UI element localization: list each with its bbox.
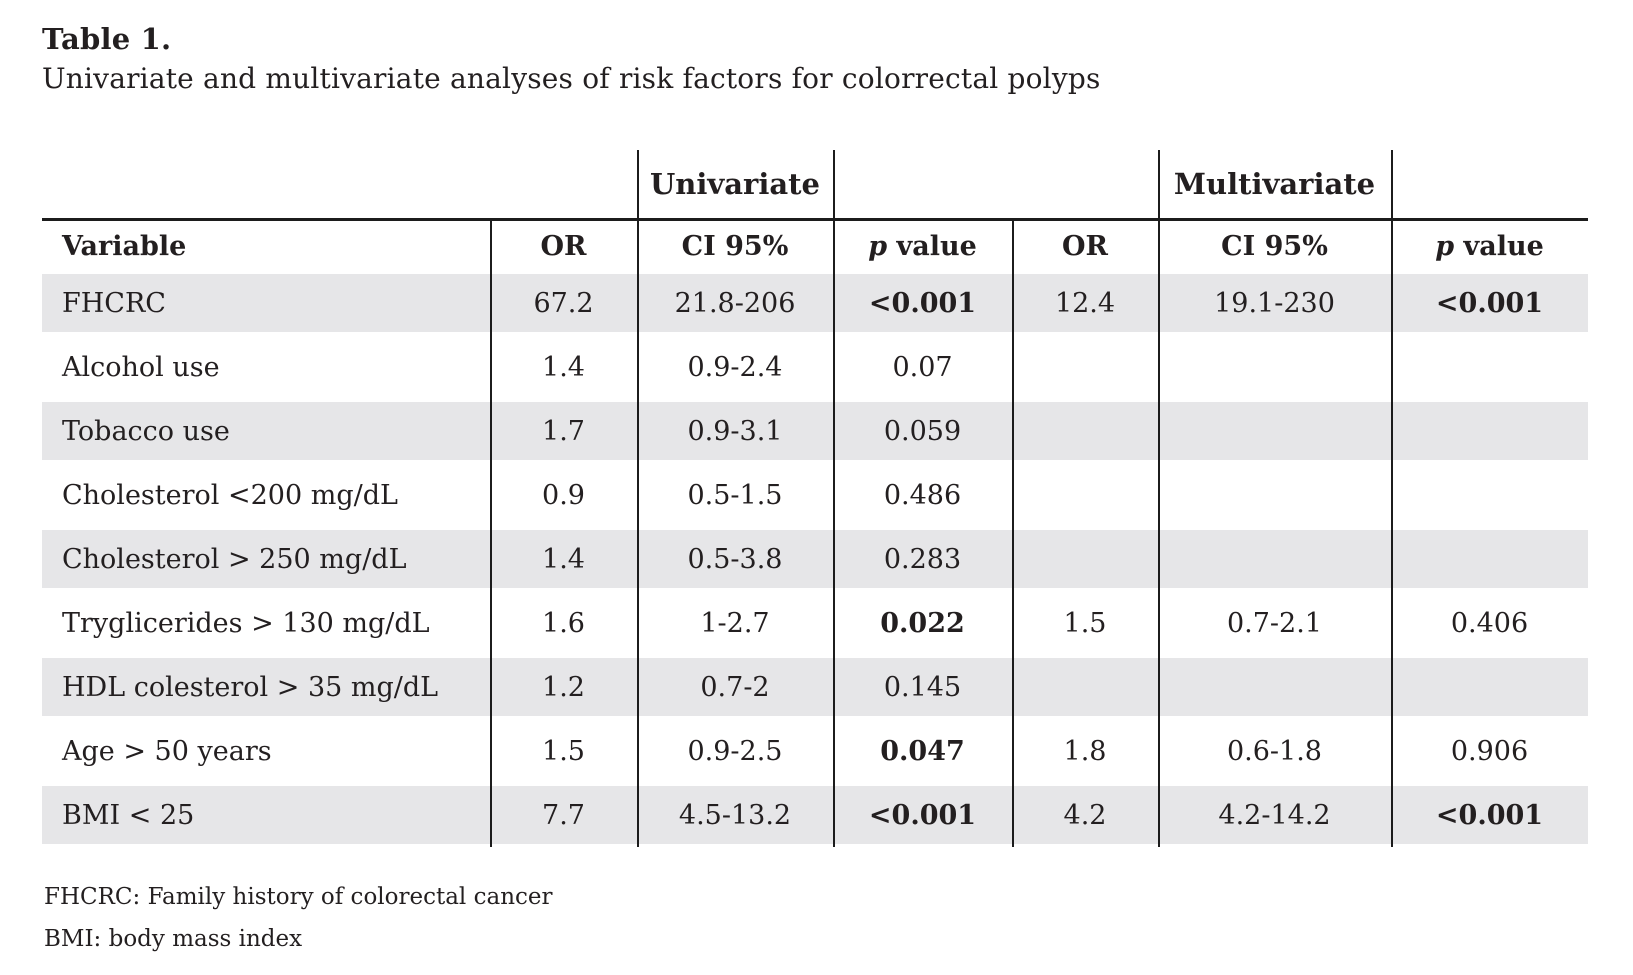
cell-variable: Age > 50 years xyxy=(62,735,272,767)
footnote: FHCRC: Family history of colorectal canc… xyxy=(44,884,553,910)
cell-variable: HDL colesterol > 35 mg/dL xyxy=(62,671,439,703)
cell-ci-uni: 0.9-2.5 xyxy=(687,735,783,767)
cell-ci-uni: 0.9-3.1 xyxy=(687,415,783,447)
cell-variable: Cholesterol > 250 mg/dL xyxy=(62,543,407,575)
cell-or-uni: 67.2 xyxy=(533,287,594,319)
table-row: Cholesterol > 250 mg/dL 1.4 0.5-3.8 0.28… xyxy=(42,527,1588,591)
cell-variable: BMI < 25 xyxy=(62,799,195,831)
cell-ci-uni: 1-2.7 xyxy=(700,607,770,639)
cell-or-uni: 1.7 xyxy=(542,415,585,447)
table-row: BMI < 25 7.7 4.5-13.2 <0.001 4.2 4.2-14.… xyxy=(42,783,1588,847)
header-rule xyxy=(42,218,1588,221)
cell-or-uni: 7.7 xyxy=(542,799,585,831)
cell-p-uni: 0.022 xyxy=(880,607,965,639)
cell-variable: Tryglicerides > 130 mg/dL xyxy=(62,607,430,639)
col-header-p-uni: p value xyxy=(833,231,1012,262)
footnote: BMI: body mass index xyxy=(44,926,303,952)
cell-p-multi: 0.906 xyxy=(1450,735,1529,767)
cell-p-uni: 0.486 xyxy=(883,479,962,511)
cell-p-uni: 0.145 xyxy=(883,671,962,703)
cell-ci-multi: 4.2-14.2 xyxy=(1218,799,1331,831)
cell-ci-uni: 0.5-1.5 xyxy=(687,479,783,511)
cell-variable: FHCRC xyxy=(62,287,166,319)
cell-ci-multi: 0.7-2.1 xyxy=(1226,607,1322,639)
cell-p-uni: 0.059 xyxy=(883,415,962,447)
cell-p-uni: <0.001 xyxy=(868,287,977,319)
cell-p-multi: <0.001 xyxy=(1435,287,1544,319)
col-header-or-uni: OR xyxy=(540,230,587,262)
col-header-ci-uni: CI 95% xyxy=(681,230,789,262)
cell-or-uni: 1.4 xyxy=(542,351,585,383)
cell-ci-uni: 4.5-13.2 xyxy=(678,799,792,831)
p-rest: value xyxy=(1454,230,1544,262)
column-divider xyxy=(637,150,639,847)
cell-ci-uni: 0.7-2 xyxy=(700,671,770,703)
p-italic: p xyxy=(1435,230,1455,262)
column-divider xyxy=(1012,218,1014,847)
table-row: HDL colesterol > 35 mg/dL 1.2 0.7-2 0.14… xyxy=(42,655,1588,719)
cell-or-uni: 1.2 xyxy=(542,671,585,703)
column-divider xyxy=(490,218,492,847)
p-rest: value xyxy=(887,230,977,262)
cell-p-multi: 0.406 xyxy=(1450,607,1529,639)
cell-ci-uni: 0.9-2.4 xyxy=(687,351,783,383)
table-row: Tobacco use 1.7 0.9-3.1 0.059 xyxy=(42,399,1588,463)
cell-variable: Alcohol use xyxy=(62,351,220,383)
table-title: Table 1. xyxy=(42,22,172,56)
cell-or-multi: 12.4 xyxy=(1054,287,1116,319)
column-header-row: Variable OR CI 95% p value OR CI 95% p v… xyxy=(42,221,1588,271)
col-header-or-multi: OR xyxy=(1062,230,1108,262)
cell-or-multi: 1.8 xyxy=(1063,735,1107,767)
cell-p-uni: 0.047 xyxy=(880,735,965,767)
column-divider xyxy=(833,150,835,847)
table-row: FHCRC 67.2 21.8-206 <0.001 12.4 19.1-230… xyxy=(42,271,1588,335)
table-subtitle: Univariate and multivariate analyses of … xyxy=(42,62,1101,95)
cell-ci-uni: 0.5-3.8 xyxy=(687,543,783,575)
cell-p-uni: <0.001 xyxy=(868,799,977,831)
group-header-univariate: Univariate xyxy=(650,167,820,201)
table-row: Cholesterol <200 mg/dL 0.9 0.5-1.5 0.486 xyxy=(42,463,1588,527)
cell-variable: Cholesterol <200 mg/dL xyxy=(62,479,398,511)
cell-p-multi: <0.001 xyxy=(1435,799,1544,831)
table-row: Age > 50 years 1.5 0.9-2.5 0.047 1.8 0.6… xyxy=(42,719,1588,783)
p-italic: p xyxy=(868,230,888,262)
cell-variable: Tobacco use xyxy=(62,415,230,447)
risk-factors-table: Univariate Multivariate Variable OR CI 9… xyxy=(42,150,1588,847)
cell-or-uni: 1.5 xyxy=(542,735,585,767)
cell-or-uni: 1.6 xyxy=(542,607,585,639)
cell-or-uni: 0.9 xyxy=(542,479,585,511)
cell-or-uni: 1.4 xyxy=(542,543,585,575)
group-header-row: Univariate Multivariate xyxy=(42,150,1588,218)
col-header-variable: Variable xyxy=(62,230,187,262)
column-divider xyxy=(1158,150,1160,847)
column-divider xyxy=(1391,150,1393,847)
cell-ci-multi: 19.1-230 xyxy=(1214,287,1335,319)
cell-ci-uni: 21.8-206 xyxy=(674,287,796,319)
table-row: Tryglicerides > 130 mg/dL 1.6 1-2.7 0.02… xyxy=(42,591,1588,655)
col-header-ci-multi: CI 95% xyxy=(1221,230,1328,262)
cell-ci-multi: 0.6-1.8 xyxy=(1226,735,1322,767)
col-header-p-multi: p value xyxy=(1391,231,1588,262)
cell-p-uni: 0.07 xyxy=(892,351,953,383)
cell-p-uni: 0.283 xyxy=(883,543,962,575)
cell-or-multi: 4.2 xyxy=(1063,799,1107,831)
cell-or-multi: 1.5 xyxy=(1063,607,1107,639)
table-row: Alcohol use 1.4 0.9-2.4 0.07 xyxy=(42,335,1588,399)
group-header-multivariate: Multivariate xyxy=(1173,167,1376,201)
